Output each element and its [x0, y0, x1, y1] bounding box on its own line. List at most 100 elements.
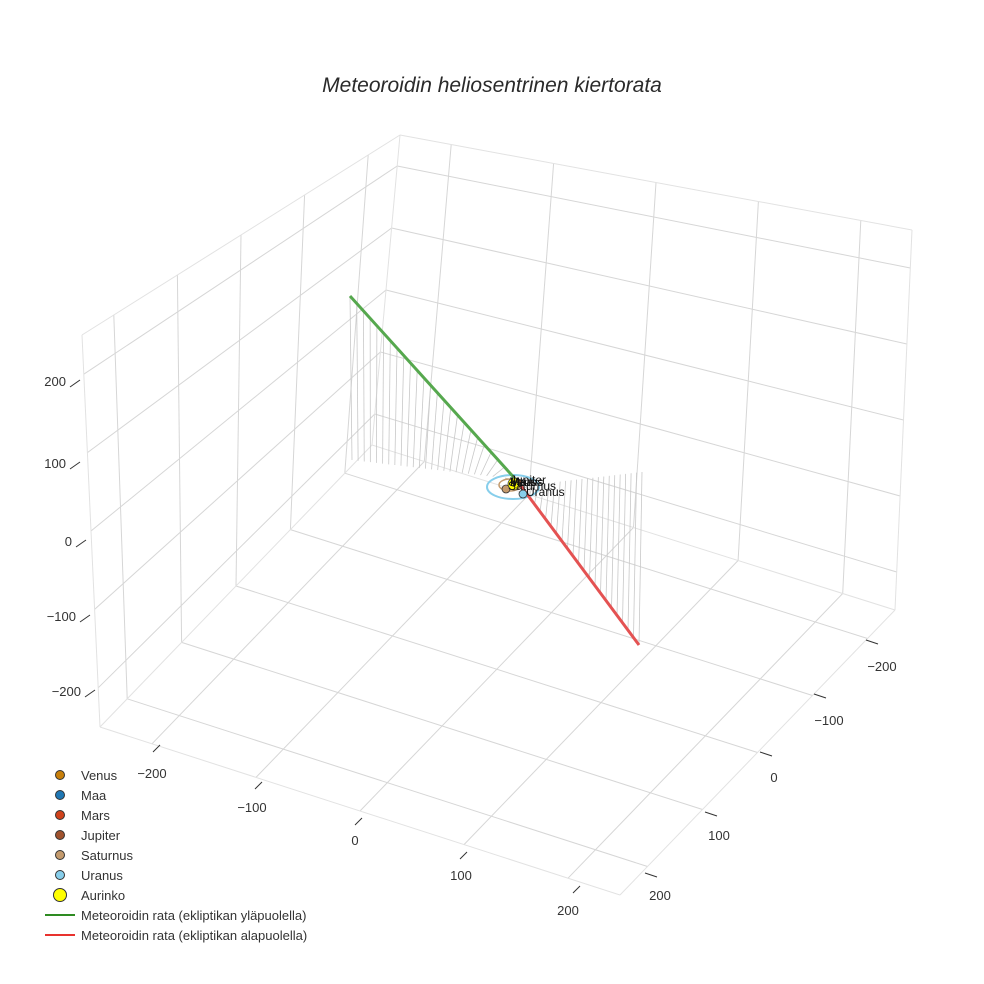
- drop-line: [455, 422, 465, 473]
- legend-item-3[interactable]: Mars: [40, 805, 307, 825]
- legend-item-7[interactable]: Aurinko: [40, 885, 307, 905]
- drop-line: [382, 333, 384, 464]
- box-edge: [81, 334, 101, 728]
- trajectory-below-ecliptic: [516, 481, 641, 646]
- planet-label-saturnus: Saturnus: [508, 479, 556, 493]
- tick-mark: [69, 461, 81, 470]
- box-edge: [399, 134, 913, 231]
- drop-line: [412, 370, 418, 468]
- planet-label-mars: Mars: [510, 475, 537, 489]
- legend-label: Aurinko: [81, 887, 126, 903]
- box-edge: [619, 609, 896, 896]
- legend-item-2[interactable]: Maa: [40, 785, 307, 805]
- x-tick-label: −200: [137, 766, 166, 781]
- drop-line: [394, 348, 398, 466]
- grid-line: [290, 529, 813, 696]
- drop-line: [550, 482, 556, 527]
- x-tick-label: 100: [450, 868, 472, 883]
- tick-mark: [84, 689, 96, 698]
- drop-line: [539, 483, 545, 512]
- drop-line: [589, 477, 594, 579]
- x-tick-label: −100: [237, 800, 266, 815]
- tick-mark: [644, 872, 658, 878]
- legend-label: Venus: [81, 767, 118, 783]
- drop-line: [474, 444, 485, 475]
- drop-line: [480, 452, 492, 476]
- x-tick-label: 200: [557, 903, 579, 918]
- drop-line: [545, 482, 550, 520]
- legend-item-6[interactable]: Uranus: [40, 865, 307, 885]
- drop-line: [633, 472, 637, 638]
- drop-line: [461, 429, 472, 474]
- drop-line: [349, 295, 353, 461]
- drop-line: [418, 377, 425, 468]
- box-edge: [81, 134, 401, 336]
- grid-line: [90, 289, 387, 532]
- drop-line: [449, 414, 458, 472]
- drop-line: [486, 459, 499, 477]
- planet-label-jupiter: Jupiter: [510, 473, 546, 487]
- marker-swatch-icon: [40, 885, 80, 905]
- sun-marker: [507, 477, 521, 491]
- drop-line: [534, 484, 539, 505]
- drop-line: [638, 471, 643, 646]
- tick-mark: [459, 851, 468, 860]
- drop-line: [567, 480, 572, 549]
- drop-line: [578, 478, 583, 564]
- drop-line: [388, 340, 391, 465]
- grid-line: [397, 165, 911, 269]
- box-edge: [894, 229, 913, 611]
- drop-line: [572, 479, 577, 557]
- z-tick-label: 0: [65, 534, 72, 549]
- tick-mark: [79, 614, 91, 623]
- drop-line: [492, 466, 505, 477]
- legend-item-1[interactable]: Venus: [40, 765, 307, 785]
- tick-mark: [354, 817, 363, 826]
- legend-label: Uranus: [81, 867, 123, 883]
- z-tick-label: 100: [44, 456, 66, 471]
- tick-mark: [865, 639, 879, 645]
- y-tick-label: 0: [770, 770, 777, 785]
- drop-line: [600, 476, 605, 594]
- drop-line: [605, 475, 610, 601]
- grid-line: [842, 220, 862, 594]
- drop-line: [561, 480, 567, 542]
- grid-line: [344, 472, 868, 639]
- legend-label: Mars: [81, 807, 110, 823]
- box-edge: [371, 444, 896, 611]
- legend-label: Meteoroidin rata (ekliptikan yläpuolella…: [81, 907, 307, 923]
- marker-swatch-icon: [40, 865, 80, 885]
- drop-line: [437, 400, 445, 471]
- y-tick-label: 100: [708, 828, 730, 843]
- legend-item-5[interactable]: Saturnus: [40, 845, 307, 865]
- legend: Venus Maa Mars Jupiter Saturnus Uranus Aurinko…: [40, 765, 307, 945]
- z-tick-label: −200: [52, 684, 81, 699]
- legend-item-4[interactable]: Jupiter: [40, 825, 307, 845]
- drop-line: [528, 484, 534, 497]
- drop-line: [622, 473, 627, 623]
- tick-mark: [704, 811, 718, 817]
- marker-swatch-icon: [40, 765, 80, 785]
- tick-mark: [572, 885, 581, 894]
- planet-uranus: [518, 489, 528, 499]
- drop-line: [467, 437, 479, 474]
- drop-line: [443, 407, 452, 471]
- drop-line: [400, 355, 405, 466]
- drop-line: [616, 474, 621, 616]
- drop-line: [556, 481, 561, 534]
- grid-line: [463, 560, 739, 845]
- legend-item-8[interactable]: Meteoroidin rata (ekliptikan yläpuolella…: [40, 905, 307, 925]
- legend-label: Saturnus: [81, 847, 134, 863]
- z-tick-label: −100: [47, 609, 76, 624]
- legend-item-9[interactable]: Meteoroidin rata (ekliptikan alapuolella…: [40, 925, 307, 945]
- line-swatch-icon: [40, 925, 80, 945]
- z-tick-label: 200: [44, 374, 66, 389]
- tick-mark: [759, 751, 773, 757]
- planet-label-venus: Venus: [510, 475, 543, 489]
- tick-mark: [69, 379, 81, 388]
- drop-line: [406, 362, 411, 467]
- tick-mark: [813, 693, 827, 699]
- ecliptic-drop-lines: [349, 295, 643, 646]
